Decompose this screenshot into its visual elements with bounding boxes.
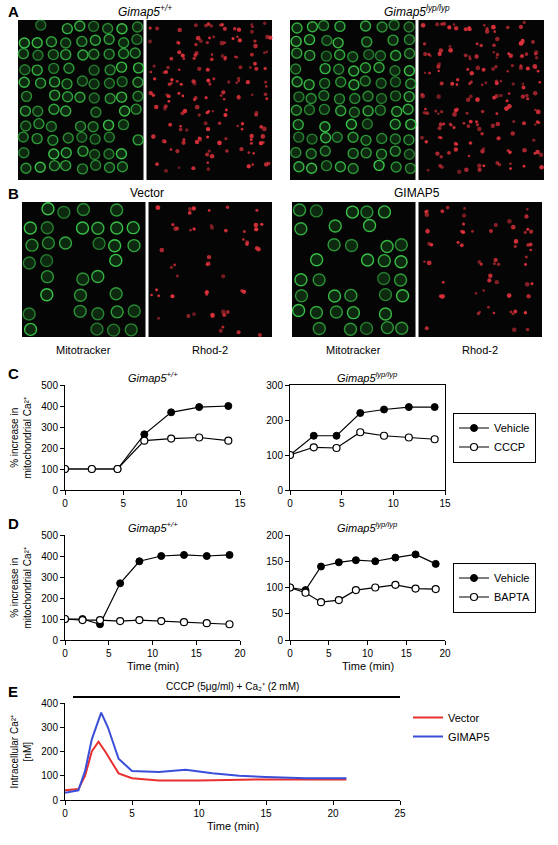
svg-text:200: 200: [41, 593, 58, 604]
svg-text:400: 400: [41, 401, 58, 412]
svg-text:15: 15: [260, 808, 272, 819]
svg-text:0: 0: [62, 648, 68, 659]
svg-text:5: 5: [339, 498, 345, 509]
svg-text:Mitotracker: Mitotracker: [326, 344, 381, 356]
svg-text:15: 15: [439, 498, 451, 509]
svg-text:Gimap5​+/+​: Gimap5​+/+​: [118, 3, 172, 19]
svg-text:GIMAP5: GIMAP5: [394, 186, 440, 200]
svg-text:200: 200: [41, 443, 58, 454]
svg-text:Vehicle: Vehicle: [494, 572, 529, 584]
svg-text:100: 100: [266, 582, 283, 593]
svg-text:0: 0: [52, 795, 58, 806]
svg-text:200: 200: [266, 415, 283, 426]
svg-text:15: 15: [401, 648, 413, 659]
svg-text:400: 400: [41, 551, 58, 562]
svg-text:200: 200: [41, 746, 58, 757]
svg-text:0: 0: [287, 498, 293, 509]
svg-text:Gimap5​lyp/lyp​: Gimap5​lyp/lyp​: [337, 520, 398, 534]
svg-text:200: 200: [266, 530, 283, 541]
svg-text:0: 0: [62, 808, 68, 819]
svg-text:0: 0: [277, 635, 283, 646]
svg-text:CCCP: CCCP: [494, 441, 525, 453]
svg-text:20: 20: [439, 648, 451, 659]
svg-text:20: 20: [234, 648, 246, 659]
svg-text:Gimap5​lyp/lyp​: Gimap5​lyp/lyp​: [384, 3, 450, 19]
svg-text:% increase inmitochondrial Ca²: % increase inmitochondrial Ca²⁺: [9, 396, 33, 478]
svg-text:5: 5: [129, 808, 135, 819]
svg-text:300: 300: [41, 422, 58, 433]
svg-text:100: 100: [41, 464, 58, 475]
svg-text:500: 500: [41, 530, 58, 541]
svg-text:300: 300: [41, 722, 58, 733]
svg-text:D: D: [8, 515, 19, 532]
svg-text:E: E: [8, 683, 18, 700]
svg-text:Gimap5​+/+​: Gimap5​+/+​: [128, 520, 178, 534]
svg-text:300: 300: [266, 380, 283, 391]
svg-text:Intracellular Ca²⁺[nM]: Intracellular Ca²⁺[nM]: [9, 714, 33, 789]
svg-text:5: 5: [326, 648, 332, 659]
svg-text:Time (min): Time (min): [342, 660, 394, 672]
svg-text:10: 10: [362, 648, 374, 659]
svg-text:Rhod-2: Rhod-2: [192, 344, 228, 356]
svg-text:5: 5: [121, 498, 127, 509]
svg-text:10: 10: [388, 498, 400, 509]
svg-text:Time (min): Time (min): [127, 660, 179, 672]
svg-text:100: 100: [266, 450, 283, 461]
svg-text:Gimap5​+/+​: Gimap5​+/+​: [128, 370, 178, 384]
svg-text:A: A: [8, 3, 19, 20]
svg-text:15: 15: [234, 498, 246, 509]
svg-text:25: 25: [394, 808, 406, 819]
svg-text:20: 20: [327, 808, 339, 819]
svg-text:CCCP (5μg/ml) + Ca₂⁺ (2 mM): CCCP (5μg/ml) + Ca₂⁺ (2 mM): [166, 681, 299, 692]
svg-text:Vector: Vector: [130, 186, 164, 200]
svg-text:0: 0: [52, 485, 58, 496]
svg-text:Rhod-2: Rhod-2: [462, 344, 498, 356]
svg-text:10: 10: [176, 498, 188, 509]
svg-text:0: 0: [62, 498, 68, 509]
svg-text:5: 5: [106, 648, 112, 659]
svg-text:% increase inmitochondrial Ca²: % increase inmitochondrial Ca²⁺: [9, 546, 33, 628]
svg-text:B: B: [8, 185, 19, 202]
svg-text:400: 400: [41, 698, 58, 709]
svg-text:10: 10: [193, 808, 205, 819]
svg-text:0: 0: [52, 635, 58, 646]
svg-text:0: 0: [287, 648, 293, 659]
svg-text:10: 10: [147, 648, 159, 659]
svg-text:BAPTA: BAPTA: [494, 591, 530, 603]
svg-text:150: 150: [266, 556, 283, 567]
svg-text:0: 0: [277, 485, 283, 496]
svg-text:Vector: Vector: [448, 712, 480, 724]
svg-text:50: 50: [272, 608, 284, 619]
svg-text:C: C: [8, 365, 19, 382]
svg-text:Vehicle: Vehicle: [494, 422, 529, 434]
svg-text:Time (min): Time (min): [207, 820, 259, 832]
svg-text:Gimap5​lyp/lyp​: Gimap5​lyp/lyp​: [337, 370, 398, 384]
svg-text:500: 500: [41, 380, 58, 391]
svg-text:100: 100: [41, 614, 58, 625]
svg-text:GIMAP5: GIMAP5: [448, 731, 490, 743]
svg-text:15: 15: [191, 648, 203, 659]
svg-text:100: 100: [41, 770, 58, 781]
svg-text:300: 300: [41, 572, 58, 583]
svg-text:Mitotracker: Mitotracker: [56, 344, 111, 356]
